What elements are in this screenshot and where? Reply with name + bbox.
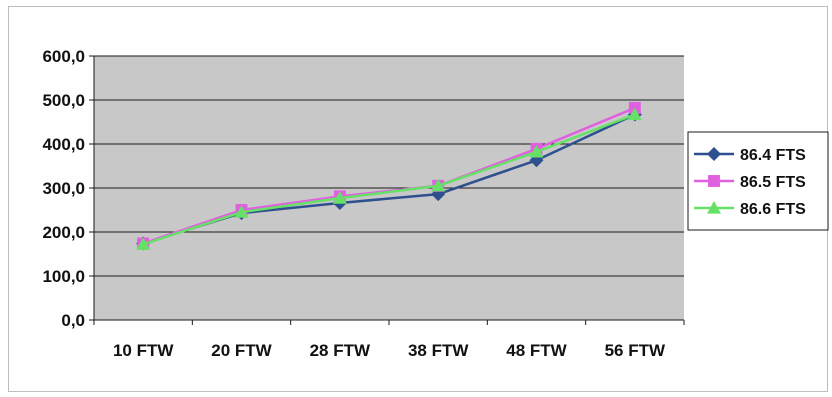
x-tick-label: 28 FTW (310, 341, 371, 360)
legend-marker (707, 201, 721, 214)
legend-marker (707, 147, 721, 161)
legend-label: 86.5 FTS (740, 174, 806, 191)
y-tick-label: 400,0 (42, 135, 85, 154)
series-layer (136, 101, 642, 251)
data-point (431, 178, 446, 192)
y-axis: 0,0 100,0 200,0 300,0 400,0 500,0 600,0 (42, 47, 95, 330)
x-tick-label: 56 FTW (605, 341, 666, 360)
series-line (142, 113, 636, 246)
y-tick-label: 600,0 (42, 47, 85, 66)
y-tick-label: 100,0 (42, 267, 85, 286)
legend-marker (708, 175, 720, 187)
series-3 (136, 107, 642, 250)
legend-label: 86.4 FTS (740, 147, 806, 164)
data-point (627, 107, 642, 121)
y-tick-label: 200,0 (42, 223, 85, 242)
data-point (136, 237, 151, 250)
legend-item: 86.6 FTS (694, 201, 806, 218)
x-tick-label: 20 FTW (211, 341, 272, 360)
data-point (234, 205, 249, 218)
y-tick-label: 300,0 (42, 179, 85, 198)
y-tick-label: 0,0 (61, 311, 85, 330)
data-point (332, 191, 347, 204)
data-point (529, 144, 544, 158)
x-tick-label: 48 FTW (506, 341, 567, 360)
x-axis: 10 FTW 20 FTW 28 FTW 38 FTW 48 FTW 56 FTW (93, 319, 685, 360)
gridlines (94, 55, 684, 321)
x-tick-label: 38 FTW (408, 341, 469, 360)
legend-label: 86.6 FTS (740, 201, 806, 218)
x-tick-label: 10 FTW (113, 341, 174, 360)
y-tick-label: 500,0 (42, 91, 85, 110)
legend-item: 86.4 FTS (694, 147, 806, 164)
legend-item: 86.5 FTS (694, 174, 806, 191)
legend: 86.4 FTS 86.5 FTS 86.6 FTS (687, 131, 829, 231)
